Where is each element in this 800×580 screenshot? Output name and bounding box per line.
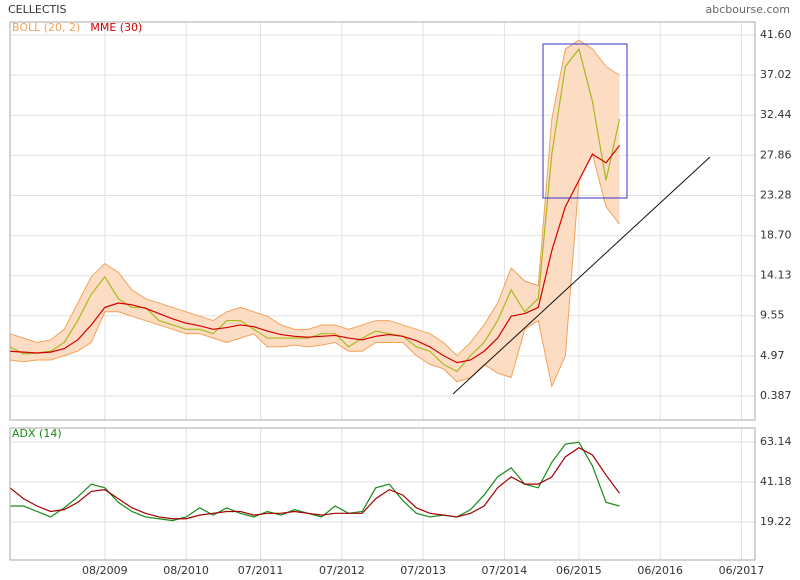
x-tick-label: 06/2017 — [719, 564, 765, 577]
x-tick-label: 07/2013 — [400, 564, 446, 577]
plot-frame — [9, 427, 756, 561]
series-line — [10, 441, 620, 522]
x-tick-label: 07/2011 — [238, 564, 284, 577]
y-tick-label: 41.18 — [760, 475, 792, 488]
series-line — [9, 144, 621, 364]
y-tick-label: 63.14 — [760, 435, 792, 448]
y-tick-label: 32.44 — [760, 108, 792, 121]
y-tick-label: 14.13 — [760, 269, 792, 282]
y-tick-label: 18.70 — [760, 229, 792, 242]
panel: 63.14 41.18 19.22 08/2009 08/2010 07/2011 07/2… — [9, 427, 792, 577]
series-line — [9, 447, 621, 520]
y-tick-label: 37.02 — [760, 68, 792, 81]
band-upper — [9, 39, 620, 357]
y-tick-label: 9.55 — [760, 309, 785, 322]
x-tick-label: 06/2015 — [556, 564, 602, 577]
chart-title: CELLECTIS — [8, 3, 66, 16]
x-tick-label: 07/2014 — [482, 564, 528, 577]
y-tick-label: 41.60 — [760, 28, 792, 41]
panel: 41.60 37.02 32.44 27.86 23.28 18.70 14.13 9.55 4… — [9, 21, 792, 421]
trend-line — [452, 156, 711, 395]
x-tick-label: 08/2009 — [82, 564, 128, 577]
y-tick-label: 0.387 — [760, 389, 792, 402]
legend-entry: BOLL (20, 2) — [12, 21, 80, 34]
plot-layers: 41.60 37.02 32.44 27.86 23.28 18.70 14.13 9.55 4… — [9, 21, 792, 577]
legend-entry: MME (30) — [90, 21, 142, 34]
y-tick-label: 19.22 — [760, 515, 792, 528]
y-tick-label: 27.86 — [760, 148, 792, 161]
series-line — [9, 47, 621, 373]
source: abcbourse.com — [706, 3, 790, 16]
x-tick-label: 06/2016 — [637, 564, 683, 577]
band-lower — [9, 152, 620, 388]
y-tick-label: 4.97 — [760, 349, 785, 362]
annotation-box — [542, 43, 628, 199]
x-tick-label: 08/2010 — [163, 564, 209, 577]
y-tick-label: 23.28 — [760, 188, 792, 201]
x-tick-label: 07/2012 — [319, 564, 365, 577]
band-area — [10, 40, 620, 387]
legend-entry: ADX (14) — [12, 427, 62, 440]
plot-frame — [9, 21, 756, 421]
plot-area — [10, 22, 755, 420]
